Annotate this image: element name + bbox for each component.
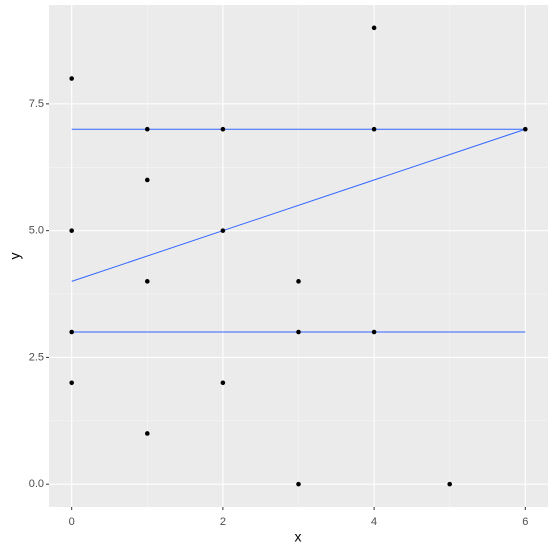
- point: [220, 380, 226, 386]
- x-axis-title: x: [295, 529, 302, 545]
- x-tick-label: 2: [220, 516, 226, 528]
- point: [296, 279, 301, 284]
- point: [296, 329, 301, 335]
- y-tick-label: 2.5: [29, 351, 44, 363]
- x-tick-label: 4: [371, 516, 377, 528]
- point: [296, 481, 301, 487]
- point: [144, 177, 150, 183]
- point: [220, 228, 226, 233]
- point: [523, 126, 528, 132]
- point: [447, 481, 453, 487]
- point: [144, 279, 150, 284]
- point: [144, 431, 150, 436]
- point: [69, 329, 74, 335]
- x-tick-label: 0: [69, 516, 75, 528]
- point: [144, 126, 150, 132]
- point: [69, 76, 74, 81]
- point: [69, 228, 74, 233]
- fit-line: [71, 128, 526, 282]
- point: [371, 25, 377, 31]
- x-tick-label: 6: [522, 516, 528, 528]
- y-tick-label: 7.5: [29, 98, 44, 110]
- y-tick-label: 5.0: [29, 225, 44, 237]
- point: [371, 126, 377, 132]
- point: [220, 126, 226, 132]
- point: [371, 329, 377, 335]
- point: [69, 380, 74, 386]
- y-tick-label: 0.0: [29, 478, 44, 490]
- y-axis-title: y: [7, 253, 23, 260]
